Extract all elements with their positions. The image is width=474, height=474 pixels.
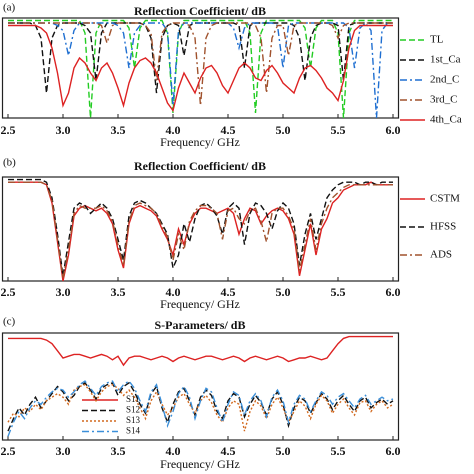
x-tick-label: 3.5 — [111, 285, 126, 299]
x-tick-label: 3.0 — [56, 123, 71, 137]
plot-frame — [1, 332, 400, 441]
x-axis-label: Frequency/ GHz — [160, 457, 240, 471]
legend-label: 3rd_C — [430, 94, 458, 106]
series-line — [8, 22, 393, 94]
x-tick-label: 4.0 — [166, 285, 181, 299]
x-tick-label: 5.5 — [331, 285, 346, 299]
x-tick-label: 3.0 — [56, 444, 71, 458]
legend-label: TL — [430, 34, 444, 46]
legend-label: HFSS — [430, 221, 456, 233]
x-tick-label: 5.0 — [276, 285, 291, 299]
x-tick-label: 5.5 — [331, 123, 346, 137]
x-tick-label: 4.5 — [221, 123, 236, 137]
series-line — [8, 335, 393, 367]
legend-label: CSTM — [430, 193, 460, 205]
legend-label: S12 — [126, 405, 140, 415]
chart-title: S-Parameters/ dB — [155, 318, 246, 332]
x-tick-label: 2.5 — [1, 444, 16, 458]
x-tick-label: 5.0 — [276, 123, 291, 137]
series-line — [7, 381, 394, 432]
x-tick-label: 2.5 — [1, 285, 16, 299]
x-tick-label: 3.0 — [56, 285, 71, 299]
series-line — [7, 380, 394, 437]
plot-frame — [1, 176, 400, 282]
x-tick-label: 5.0 — [276, 444, 291, 458]
x-axis-label: Frequency/ GHz — [160, 297, 240, 311]
legend-label: 2nd_C — [430, 74, 459, 86]
legend-label: 1st_Ca — [430, 54, 461, 66]
legend-label: ADS — [430, 249, 452, 261]
chart-title: Reflection Coefficient/ dB — [134, 159, 266, 173]
x-tick-label: 4.5 — [221, 285, 236, 299]
series-line — [8, 181, 393, 279]
panel-label: (a) — [3, 2, 16, 14]
x-tick-label: 6.0 — [386, 285, 401, 299]
x-tick-label: 5.5 — [331, 444, 346, 458]
legend-label: S11 — [126, 394, 140, 404]
series-line — [7, 383, 394, 432]
series-line — [8, 22, 393, 106]
x-tick-label: 3.5 — [111, 444, 126, 458]
panel-label: (c) — [3, 316, 16, 328]
plot-frame — [1, 17, 400, 119]
x-axis-label: Frequency/ GHz — [160, 135, 240, 149]
x-tick-label: 4.0 — [166, 123, 181, 137]
chart-title: Reflection Coefficient/ dB — [134, 4, 266, 18]
x-tick-label: 6.0 — [386, 444, 401, 458]
x-tick-label: 6.0 — [386, 123, 401, 137]
x-tick-label: 4.5 — [221, 444, 236, 458]
series-line — [8, 24, 393, 113]
x-tick-label: 4.0 — [166, 444, 181, 458]
legend-label: S13 — [126, 415, 141, 425]
x-tick-label: 3.5 — [111, 123, 126, 137]
series-line — [8, 19, 393, 119]
legend-label: S14 — [126, 426, 141, 436]
x-tick-label: 2.5 — [1, 123, 16, 137]
series-line — [8, 21, 393, 119]
panel-label: (b) — [3, 157, 16, 169]
legend-label: 4th_Ca — [430, 114, 462, 126]
